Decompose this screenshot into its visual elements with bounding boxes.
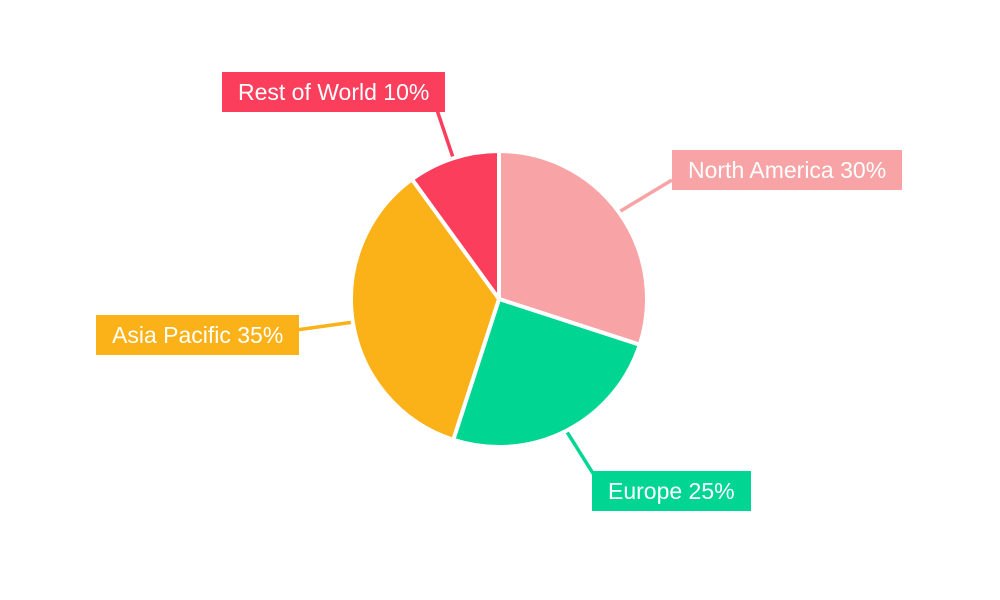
label-asia-pacific: Asia Pacific 35% [96, 315, 300, 355]
label-text-north-america: North America 30% [688, 157, 887, 183]
pie-slice-north-america[interactable] [497, 149, 649, 347]
leader-line-europe [564, 429, 596, 476]
pie-slice-asia-pacific[interactable] [349, 177, 501, 442]
leader-line-north-america [617, 178, 673, 215]
label-text-rest-of-world: Rest of World 10% [238, 79, 430, 105]
leader-line-rest-of-world [435, 109, 456, 160]
label-north-america: North America 30% [672, 150, 903, 190]
pie-slice-europe[interactable] [451, 297, 642, 449]
label-text-asia-pacific: Asia Pacific 35% [112, 322, 284, 348]
label-text-europe: Europe 25% [608, 478, 735, 504]
leader-line-asia-pacific [288, 320, 355, 333]
label-europe: Europe 25% [592, 471, 751, 511]
pie-slice-rest-of-world[interactable] [410, 149, 501, 301]
label-rest-of-world: Rest of World 10% [222, 72, 446, 112]
